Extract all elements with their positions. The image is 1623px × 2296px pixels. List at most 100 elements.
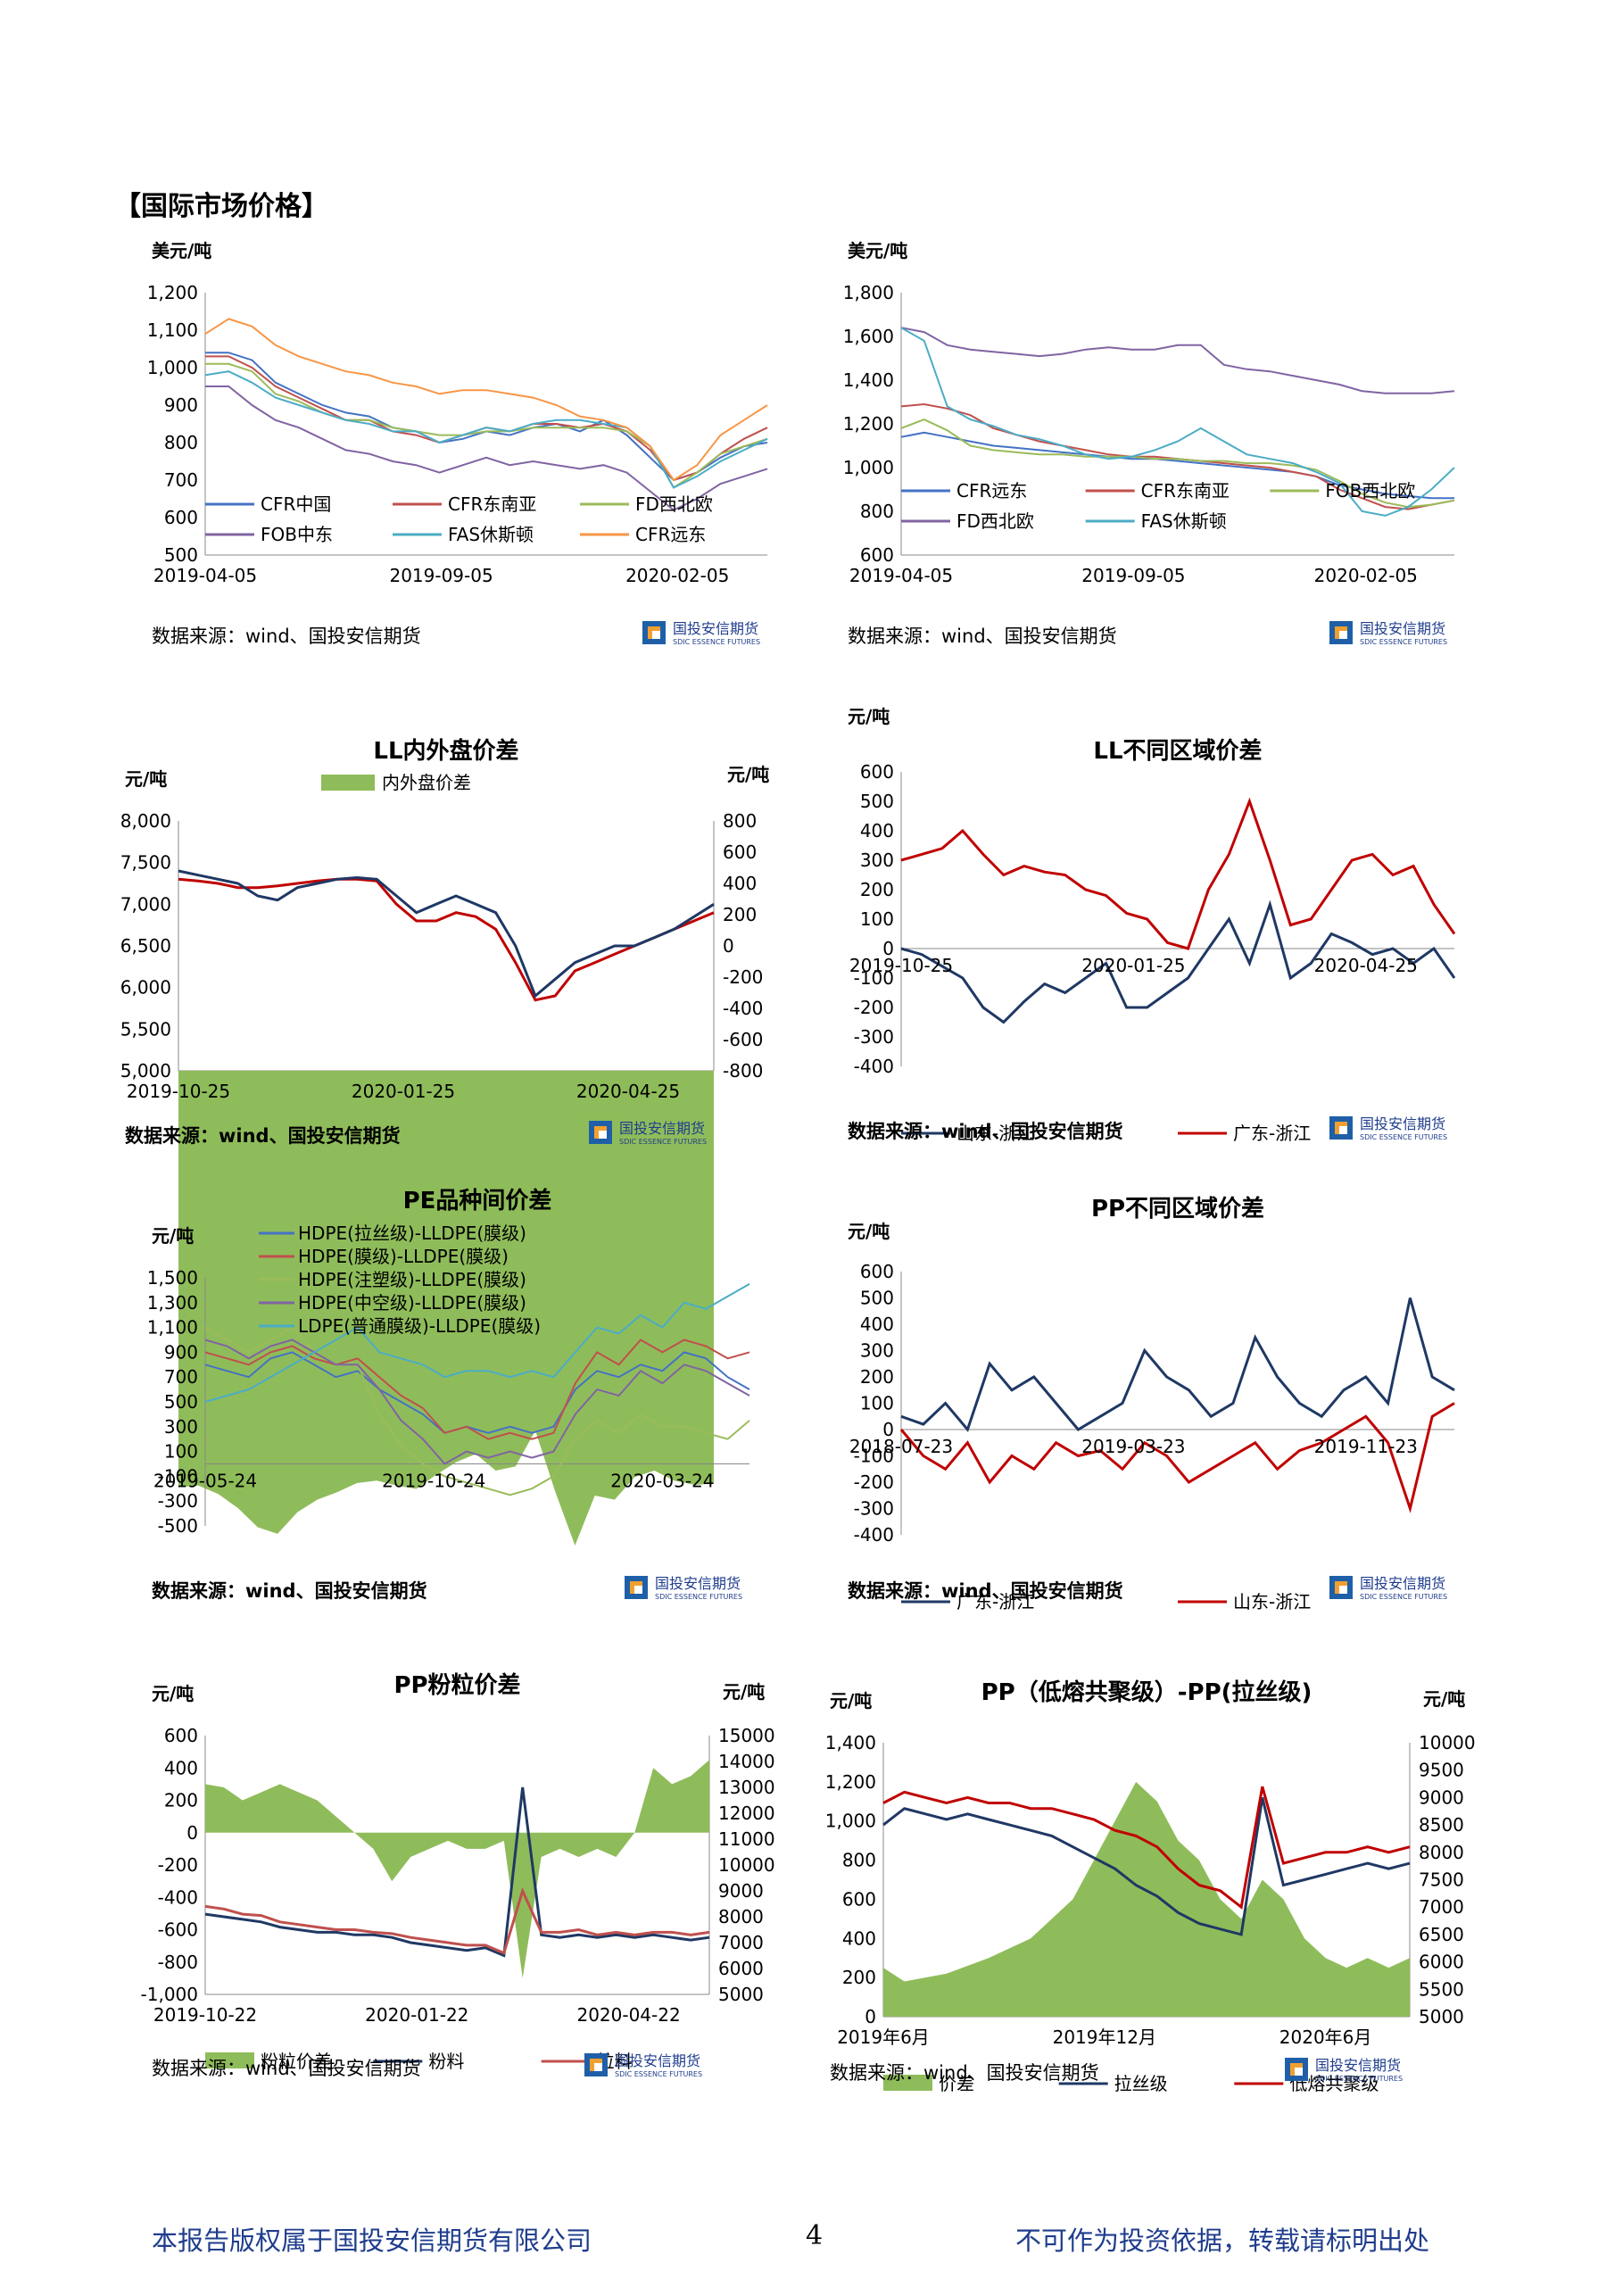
series-line (882, 1797, 1411, 1936)
data-source: 数据来源：wind、国投安信期货 (848, 1121, 1123, 1142)
y-tick-label: 0 (186, 1822, 198, 1844)
y-tick-label: 900 (164, 1341, 198, 1363)
series-line (204, 318, 768, 482)
series-line (882, 1786, 1411, 1910)
y-tick-label: -800 (158, 1952, 198, 1973)
y-tick-label: -200 (854, 997, 894, 1018)
y2-tick-label: 7000 (1419, 1896, 1464, 1918)
chart-c8: PP（低熔共聚级）-PP(拉丝级) 元/吨 元/吨 0 200 400 600 800 1,00… (825, 1678, 1476, 2094)
y2-tick-label: 10000 (718, 1854, 775, 1876)
logo-mark-inner (1339, 1126, 1347, 1134)
legend-label: 粉料 (428, 2051, 464, 2072)
data-source: 数据来源：wind、国投安信期货 (848, 1580, 1123, 1602)
y-tick-label: 600 (860, 544, 894, 566)
y-tick-label: 800 (164, 432, 198, 453)
y2-tick-label: -600 (723, 1029, 763, 1050)
y-tick-label: 500 (860, 791, 894, 812)
legend: HDPE(拉丝级)-LLDPE(膜级)HDPE(膜级)-LLDPE(膜级)HDP… (259, 1223, 541, 1337)
y2-tick-label: 11000 (718, 1828, 775, 1850)
y-tick-label: 500 (164, 544, 198, 566)
legend-label: CFR远东 (635, 524, 706, 545)
series-line (204, 1886, 710, 1955)
y-tick-label: -100 (158, 1465, 198, 1487)
series-line (204, 1351, 750, 1434)
legend: 山东-浙江 广东-浙江 (901, 1123, 1311, 1144)
y-tick-label: 0 (865, 2006, 876, 2027)
x-tick-label: 2020年6月 (1279, 2027, 1372, 2048)
y-tick-label: 7,500 (120, 852, 171, 874)
y-tick-label: 600 (860, 1261, 894, 1282)
series-line (204, 1786, 710, 1958)
logo-subtext: SDIC ESSENCE FUTURES (1360, 1133, 1447, 1141)
y-tick-label: 300 (860, 1340, 894, 1362)
logo-mark-inner (1339, 1586, 1347, 1594)
y-tick-label: 700 (164, 469, 198, 491)
y-tick-label: -400 (158, 1886, 198, 1908)
data-source: 数据来源：wind、国投安信期货 (152, 626, 421, 647)
legend-label: LDPE(普通膜级)-LLDPE(膜级) (298, 1315, 541, 1337)
legend: 内外盘价差 (321, 772, 471, 793)
legend: CFR远东 CFR东南亚 FOB西北欧 FD西北欧 FAS休斯顿 (901, 480, 1415, 532)
legend-label: CFR远东 (956, 480, 1027, 501)
logo-subtext: SDIC ESSENCE FUTURES (1360, 638, 1447, 646)
y-tick-label: 800 (842, 1850, 876, 1871)
series-line (900, 419, 1455, 509)
series-line (178, 869, 715, 999)
y2-tick-label: 10000 (1419, 1732, 1476, 1753)
series-line (900, 1297, 1455, 1433)
chart-title: PP粉粒价差 (393, 1671, 520, 1699)
legend-label: 山东-浙江 (1233, 1591, 1311, 1612)
logo-subtext: SDIC ESSENCE FUTURES (1315, 2075, 1403, 2083)
y2-axis-label: 元/吨 (1423, 1688, 1465, 1710)
y2-tick-label: 9000 (1419, 1786, 1464, 1808)
y-tick-label: 1,000 (825, 1811, 876, 1832)
data-source: 数据来源：wind、国投安信期货 (848, 626, 1117, 647)
y-tick-label: 1,200 (843, 413, 894, 435)
y-tick-label: 1,400 (843, 369, 894, 391)
y2-tick-label: 8500 (1419, 1814, 1464, 1836)
logo-mark-inner (594, 2063, 602, 2071)
area-series (178, 1071, 714, 1546)
y-tick-label: 400 (860, 1314, 894, 1335)
y-tick-label: 700 (164, 1366, 198, 1388)
y-axis-label: 元/吨 (848, 706, 890, 727)
x-tick-label: 2019年6月 (837, 2027, 930, 2048)
y-tick-label: 6,500 (120, 935, 171, 957)
y2-axis-label: 元/吨 (723, 1681, 765, 1703)
y-tick-label: 600 (164, 507, 198, 528)
logo-text: 国投安信期货 (619, 1120, 705, 1137)
y-tick-label: 5,000 (120, 1060, 171, 1082)
legend-label: 广东-浙江 (1233, 1123, 1311, 1144)
y2-tick-label: -200 (723, 966, 763, 988)
y-tick-label: 300 (860, 850, 894, 871)
legend-label: CFR东南亚 (448, 493, 536, 515)
series-line (900, 431, 1454, 500)
legend-label: CFR东南亚 (1141, 480, 1230, 501)
chart-title: PP不同区域价差 (1091, 1195, 1264, 1223)
legend: CFR中国 CFR东南亚 FD西北欧 FOB中东 FAS休斯顿 CFR远东 (205, 493, 713, 545)
y-tick-label: -1,000 (141, 1984, 198, 2005)
y2-axis-label: 元/吨 (727, 764, 769, 785)
y-tick-label: 300 (164, 1416, 198, 1438)
y-tick-label: 7,000 (120, 893, 171, 915)
x-tick-label: 2020-04-25 (576, 1081, 680, 1102)
y-tick-label: -400 (854, 1524, 894, 1546)
legend-label: FOB西北欧 (1325, 480, 1415, 501)
y2-tick-label: 8000 (1419, 1842, 1464, 1863)
x-tick-label: 2019年12月 (1053, 2027, 1156, 2048)
legend-swatch (205, 2052, 254, 2068)
area-series (205, 1760, 709, 1978)
y-tick-label: 8,000 (120, 810, 171, 832)
y-tick-label: 0 (882, 938, 894, 959)
x-tick-label: 2019-10-25 (127, 1081, 230, 1102)
data-source: 数据来源：wind、国投安信期货 (125, 1125, 401, 1147)
chart-c4: LL不同区域价差 元/吨 -400 -300 -200 -100 0 100 200 300 400… (848, 706, 1456, 1144)
legend-label: HDPE(膜级)-LLDPE(膜级) (298, 1246, 509, 1267)
y-tick-label: 400 (842, 1927, 876, 1949)
y-axis-label: 元/吨 (125, 768, 167, 790)
legend-label: 粉粒价差 (261, 2051, 332, 2072)
y-axis-label: 元/吨 (152, 1683, 194, 1704)
y-tick-label: 0 (882, 1419, 894, 1440)
y-axis-label: 元/吨 (830, 1690, 872, 1712)
